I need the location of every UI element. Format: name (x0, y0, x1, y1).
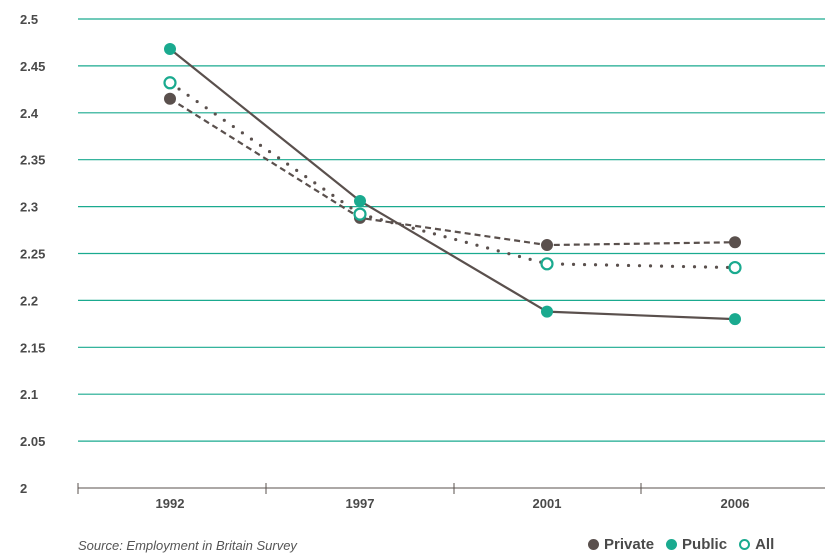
series-line-all (168, 81, 737, 270)
point-private (541, 239, 553, 252)
legend-swatch-private (588, 539, 599, 550)
legend-item-all: All (739, 536, 774, 553)
series-line-private (169, 97, 736, 247)
point-all (728, 260, 742, 275)
legend-label-private: Private (604, 536, 655, 553)
y-tick-label: 2.45 (20, 59, 45, 74)
x-axis: 1992 1997 2001 2006 (77, 483, 825, 511)
point-all (163, 76, 177, 90)
x-tick-label: 1992 (156, 496, 185, 511)
x-tick-label: 2006 (721, 496, 750, 511)
legend-item-public: Public (666, 536, 727, 553)
y-axis-ticks: 2.5 2.45 2.4 2.35 2.3 2.25 2.2 2.15 2.1 2.05 2 (20, 12, 45, 496)
point-public (354, 194, 366, 207)
y-tick-label: 2.35 (20, 153, 45, 168)
point-public (164, 43, 176, 56)
point-public (729, 313, 741, 326)
y-tick-label: 2.1 (20, 387, 38, 402)
point-private (164, 92, 176, 105)
legend-swatch-all (739, 539, 751, 550)
source-note: Source: Employment in Britain Survey (78, 538, 297, 553)
point-all (353, 207, 367, 221)
y-tick-label: 2.4 (20, 106, 39, 121)
point-private (729, 236, 741, 249)
gridlines (78, 18, 825, 442)
y-tick-label: 2.05 (20, 434, 45, 449)
legend-label-public: Public (682, 536, 728, 553)
point-public (541, 305, 553, 318)
legend-item-private: Private (588, 536, 654, 553)
x-tick-label: 1997 (346, 496, 375, 511)
series-line-public (169, 48, 736, 321)
y-tick-label: 2.2 (20, 293, 38, 308)
point-all (540, 257, 554, 271)
y-tick-label: 2.5 (20, 12, 38, 27)
x-tick-label: 2001 (533, 496, 562, 511)
legend-swatch-public (666, 539, 678, 550)
legend-label-all: All (755, 536, 775, 553)
y-tick-label: 2.3 (20, 200, 38, 215)
y-tick-label: 2 (20, 481, 27, 496)
series-markers (163, 43, 742, 326)
series-lines (168, 48, 737, 321)
y-tick-label: 2.25 (20, 247, 45, 262)
y-tick-label: 2.15 (20, 340, 45, 355)
legend: Private Public All (588, 536, 786, 553)
